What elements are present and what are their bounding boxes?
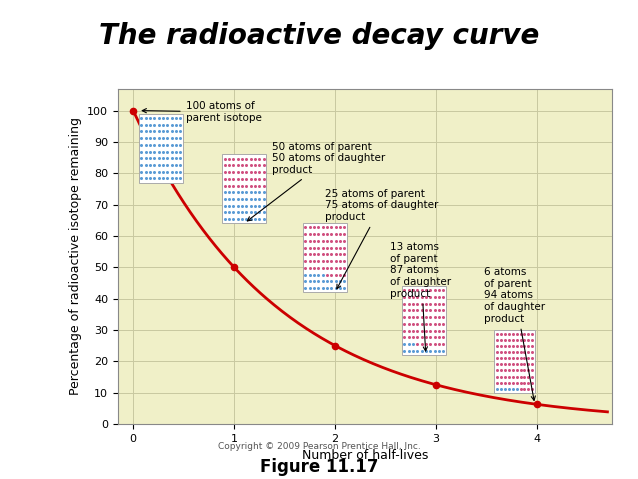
Text: 13 atoms
of parent
87 atoms
of daughter
product: 13 atoms of parent 87 atoms of daughter … bbox=[390, 242, 452, 351]
Text: Copyright © 2009 Pearson Prentice Hall, Inc.: Copyright © 2009 Pearson Prentice Hall, … bbox=[218, 442, 420, 451]
Text: 100 atoms of
parent isotope: 100 atoms of parent isotope bbox=[142, 101, 262, 123]
Bar bbox=[494, 330, 535, 393]
Y-axis label: Percentage of radioactive isotope remaining: Percentage of radioactive isotope remain… bbox=[69, 117, 82, 395]
Bar bbox=[222, 154, 267, 223]
X-axis label: Number of half-lives: Number of half-lives bbox=[302, 449, 429, 462]
Bar bbox=[302, 223, 347, 292]
Bar bbox=[401, 286, 446, 355]
Text: Figure 11.17: Figure 11.17 bbox=[260, 458, 378, 476]
Text: 50 atoms of parent
50 atoms of daughter
product: 50 atoms of parent 50 atoms of daughter … bbox=[248, 142, 385, 221]
Text: 25 atoms of parent
75 atoms of daughter
product: 25 atoms of parent 75 atoms of daughter … bbox=[325, 189, 438, 289]
Bar bbox=[138, 114, 183, 182]
Text: 6 atoms
of parent
94 atoms
of daughter
product: 6 atoms of parent 94 atoms of daughter p… bbox=[484, 267, 545, 400]
Text: The radioactive decay curve: The radioactive decay curve bbox=[99, 22, 539, 49]
